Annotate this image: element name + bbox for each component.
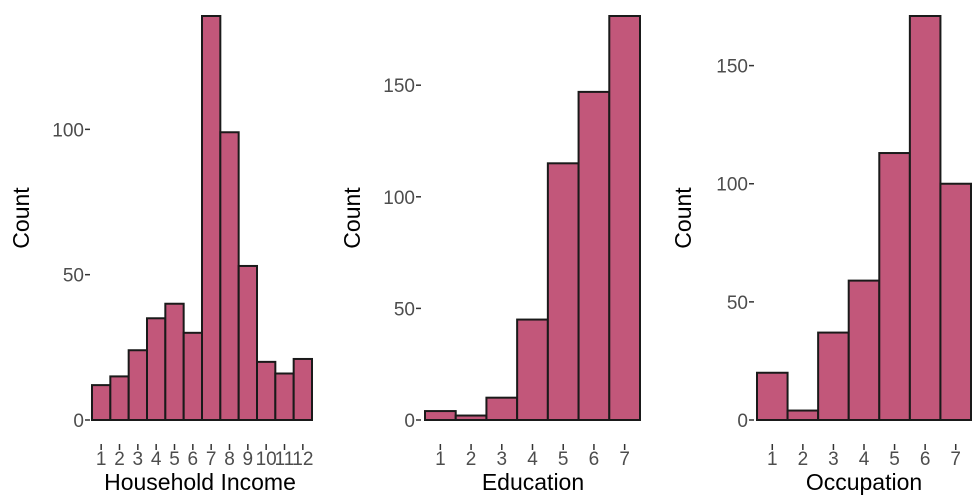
bar-6: [182, 331, 203, 421]
x-tick-label: 4: [151, 449, 162, 470]
bar-8: [219, 131, 240, 421]
bar-3: [127, 349, 148, 421]
x-axis-title: Occupation: [806, 469, 922, 495]
bar-7: [608, 15, 641, 421]
x-tick-label: 2: [114, 449, 125, 470]
x-tick-label: 3: [828, 449, 839, 470]
y-tick-label: 150: [383, 76, 415, 97]
x-tick-label: 6: [589, 449, 600, 470]
x-tick-label: 1: [96, 449, 107, 470]
x-tick-label: 9: [243, 449, 254, 470]
x-tick-label: 4: [527, 449, 538, 470]
y-tick-label: 100: [716, 175, 748, 196]
bar-6: [577, 90, 611, 421]
y-tick-label: 150: [716, 57, 748, 78]
x-tick-label: 2: [798, 449, 809, 470]
bar-5: [878, 152, 911, 421]
y-tick-label: 0: [737, 411, 748, 432]
x-tick-label: 11: [275, 449, 295, 470]
y-tick-label: 0: [404, 411, 415, 432]
y-tick-label: 100: [52, 120, 84, 141]
bar-3: [817, 331, 850, 421]
panel-3: 0 50 100 150 1 2 3 4 5 6 7 Occupation Count: [670, 15, 972, 495]
x-tick-label: 6: [188, 449, 199, 470]
y-tick-label: 50: [394, 299, 415, 320]
bar-2: [786, 409, 820, 421]
bar-5: [164, 302, 185, 421]
y-tick-label: 50: [727, 293, 748, 314]
panel-2: 0 50 100 150 1 2 3 4 5 6 7 Education Count: [339, 15, 641, 495]
bar-2: [109, 375, 130, 421]
y-tick-label: 100: [383, 188, 415, 209]
bar-4: [847, 279, 881, 421]
y-axis-title: Count: [670, 187, 696, 249]
y-tick-label: 50: [63, 266, 84, 287]
x-tick-label: 5: [169, 449, 180, 470]
bar-9: [237, 264, 258, 421]
x-tick-label: 10: [256, 449, 277, 470]
x-tick-label: 7: [619, 449, 630, 470]
bar-12: [292, 357, 314, 421]
x-tick-label: 5: [889, 449, 900, 470]
bar-4: [516, 318, 549, 421]
bar-4: [146, 317, 167, 421]
x-tick-label: 7: [950, 449, 961, 470]
y-axis-title: Count: [8, 187, 34, 249]
bar-7: [939, 182, 972, 421]
x-tick-label: 12: [292, 449, 313, 470]
y-axis-title: Count: [339, 187, 365, 249]
bar-1: [756, 371, 789, 421]
x-tick-label: 3: [496, 449, 507, 470]
x-tick-label: 8: [224, 449, 235, 470]
x-axis-title: Education: [482, 469, 584, 495]
x-tick-label: 5: [558, 449, 569, 470]
bar-3: [485, 396, 519, 421]
x-tick-label: 7: [206, 449, 217, 470]
bar-10: [256, 360, 277, 421]
x-tick-label: 6: [920, 449, 931, 470]
x-tick-label: 1: [767, 449, 778, 470]
bar-2: [454, 414, 488, 422]
x-tick-label: 2: [466, 449, 477, 470]
bar-7: [201, 15, 222, 421]
x-tick-label: 4: [859, 449, 870, 470]
x-tick-label: 1: [435, 449, 446, 470]
bar-5: [546, 162, 580, 421]
bar-11: [274, 372, 295, 421]
y-tick-label: 0: [73, 411, 84, 432]
bar-1: [91, 384, 112, 421]
x-axis-title: Household Income: [104, 469, 296, 495]
x-tick-label: 3: [133, 449, 144, 470]
bar-6: [908, 15, 942, 421]
bar-1: [424, 410, 457, 422]
